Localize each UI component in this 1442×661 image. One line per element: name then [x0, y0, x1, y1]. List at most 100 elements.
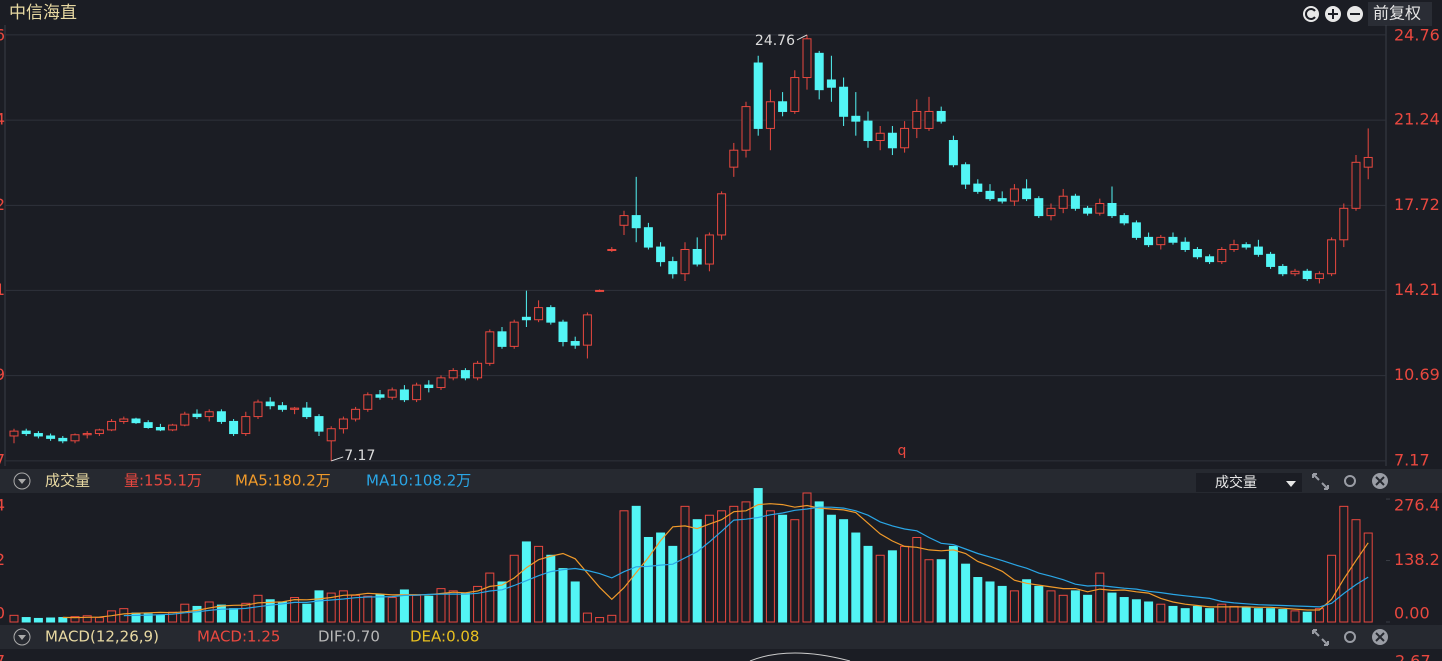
candle-body: [704, 234, 714, 265]
y-tick-label: 17.72: [1394, 195, 1440, 214]
candle-body: [790, 77, 800, 112]
volume-bar: [668, 545, 678, 623]
candle-body: [900, 127, 910, 149]
expand-icon[interactable]: [1312, 629, 1329, 646]
candle-body: [509, 321, 519, 347]
collapse-button[interactable]: [13, 628, 31, 646]
volume-bar: [58, 617, 68, 623]
collapse-button[interactable]: [13, 472, 31, 490]
candle-body: [631, 215, 641, 229]
volume-bar: [143, 613, 153, 623]
candle-body: [497, 331, 507, 347]
volume-bar: [1009, 590, 1019, 623]
candle-body: [961, 164, 971, 185]
candle-body: [436, 377, 446, 389]
panel-tools[interactable]: [1312, 473, 1388, 490]
candle-body: [375, 394, 385, 398]
candle-body: [582, 314, 592, 346]
adjust-label[interactable]: 前复权: [1373, 4, 1421, 23]
candle-body: [1046, 207, 1056, 217]
volume-bar: [265, 599, 275, 623]
volume-bar: [33, 617, 43, 623]
indicator-select-label[interactable]: 成交量: [1215, 474, 1257, 491]
high-label: 24.76: [755, 33, 795, 49]
select-arrow: [1286, 481, 1296, 487]
candle-body: [1363, 156, 1373, 168]
volume-bar: [1144, 601, 1154, 623]
y-tick-label-left: 21.24: [0, 110, 5, 129]
candle-body: [619, 215, 629, 226]
volume-bar: [765, 510, 775, 623]
dea-value: DEA:0.08: [410, 628, 479, 646]
volume-bar: [399, 589, 409, 623]
candle-body: [58, 437, 68, 442]
volume-bar: [1290, 610, 1300, 623]
chart-tools[interactable]: [1303, 6, 1363, 22]
volume-bar: [1119, 597, 1129, 623]
volume-label: 量:155.1万: [124, 472, 202, 490]
volume-bar: [216, 604, 226, 623]
volume-bar: [326, 592, 336, 623]
volume-bar: [70, 616, 80, 623]
settings-icon[interactable]: [1344, 631, 1356, 643]
candle-body: [595, 289, 605, 292]
candle-body: [1119, 215, 1129, 224]
candle-body: [107, 420, 117, 431]
candle-body: [997, 198, 1007, 202]
adjust-box[interactable]: [1368, 2, 1432, 26]
volume-bar: [1327, 554, 1337, 623]
volume-bar: [1314, 608, 1324, 623]
plus-icon: [1328, 9, 1338, 19]
y-tick-label: 7.17: [1394, 450, 1430, 469]
candle-body: [155, 426, 165, 431]
y-tick-label-left: 2.67: [0, 652, 5, 661]
volume-bar: [1205, 608, 1215, 623]
candle-body: [216, 411, 226, 422]
volume-bar: [1253, 608, 1263, 623]
volume-bar: [1046, 590, 1056, 623]
candle-body: [265, 401, 275, 407]
volume-bar: [1058, 594, 1068, 623]
candle-body: [412, 384, 422, 401]
volume-bar: [436, 588, 446, 623]
volume-bar: [863, 545, 873, 623]
panel-tools[interactable]: [1312, 629, 1388, 646]
volume-bar: [375, 593, 385, 623]
candle-body: [33, 433, 43, 437]
y-tick-label: 21.24: [1394, 110, 1440, 129]
ma-line: [123, 506, 1369, 617]
volume-bar: [485, 572, 495, 623]
candle-body: [119, 418, 129, 422]
volume-bar: [936, 559, 946, 623]
candle-body: [887, 132, 897, 149]
candle-body: [839, 86, 849, 117]
volume-bar: [1278, 609, 1288, 623]
volume-bar: [1156, 603, 1166, 623]
close-icon: [1375, 476, 1385, 486]
candle-body: [802, 38, 812, 79]
expand-icon[interactable]: [1312, 473, 1329, 490]
volume-bar: [302, 603, 312, 623]
volume-bar: [534, 545, 544, 623]
candle-body: [1095, 202, 1105, 214]
volume-bar: [94, 617, 104, 623]
candle-body: [656, 246, 666, 263]
candle-body: [1058, 195, 1068, 209]
y-tick-label-left: 138.2: [0, 550, 5, 569]
macd-curve-edge: [749, 652, 851, 661]
candle-body: [1278, 265, 1288, 275]
candle-body: [168, 424, 178, 431]
y-tick-label-left: 0.00: [0, 604, 5, 623]
volume-bar: [704, 514, 714, 623]
volume-bar: [204, 601, 214, 623]
volume-bar: [900, 545, 910, 623]
volume-bar: [253, 594, 263, 623]
candle-body: [1034, 198, 1044, 217]
y-tick-label-left: 276.4: [0, 496, 5, 515]
refresh-icon: [1305, 8, 1316, 20]
indicator-select[interactable]: [1196, 473, 1302, 492]
candle-body: [1217, 248, 1227, 263]
volume-bar: [753, 488, 763, 623]
settings-icon[interactable]: [1344, 475, 1356, 487]
volume-bar: [619, 510, 629, 623]
